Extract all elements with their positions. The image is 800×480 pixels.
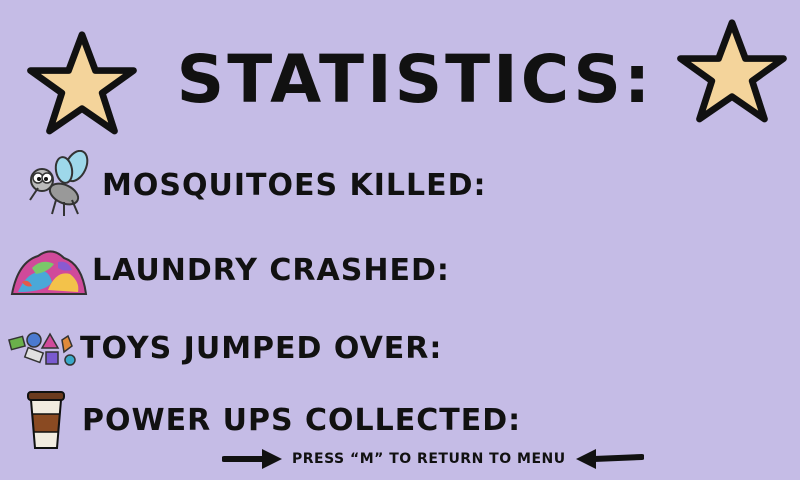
stat-label-power-ups: POWER UPS COLLECTED:	[82, 402, 522, 438]
star-icon-right	[677, 19, 787, 123]
stat-label-laundry: LAUNDRY CRASHED:	[92, 252, 450, 288]
stat-row-mosquitoes: MOSQUITOES KILLED:	[26, 150, 499, 220]
stat-row-laundry: LAUNDRY CRASHED:	[8, 242, 462, 298]
stat-label-toys: TOYS JUMPED OVER:	[80, 330, 443, 366]
mosquito-icon	[29, 150, 89, 216]
stat-label-mosquitoes: MOSQUITOES KILLED:	[102, 167, 487, 203]
stat-row-power-ups: POWER UPS COLLECTED:	[26, 388, 533, 452]
arrow-left-icon	[575, 449, 644, 469]
laundry-pile-icon	[10, 250, 88, 295]
return-to-menu-hint: PRESS “M” TO RETURN TO MENU	[222, 447, 644, 471]
toys-icon	[8, 332, 76, 366]
page-title: STATISTICS:	[176, 41, 654, 118]
stat-row-toys: TOYS JUMPED OVER:	[6, 326, 454, 370]
footer-instruction: PRESS “M” TO RETURN TO MENU	[292, 451, 566, 467]
coffee-cup-icon	[27, 391, 65, 449]
star-icon-left	[27, 31, 137, 135]
arrow-right-icon	[222, 449, 282, 469]
